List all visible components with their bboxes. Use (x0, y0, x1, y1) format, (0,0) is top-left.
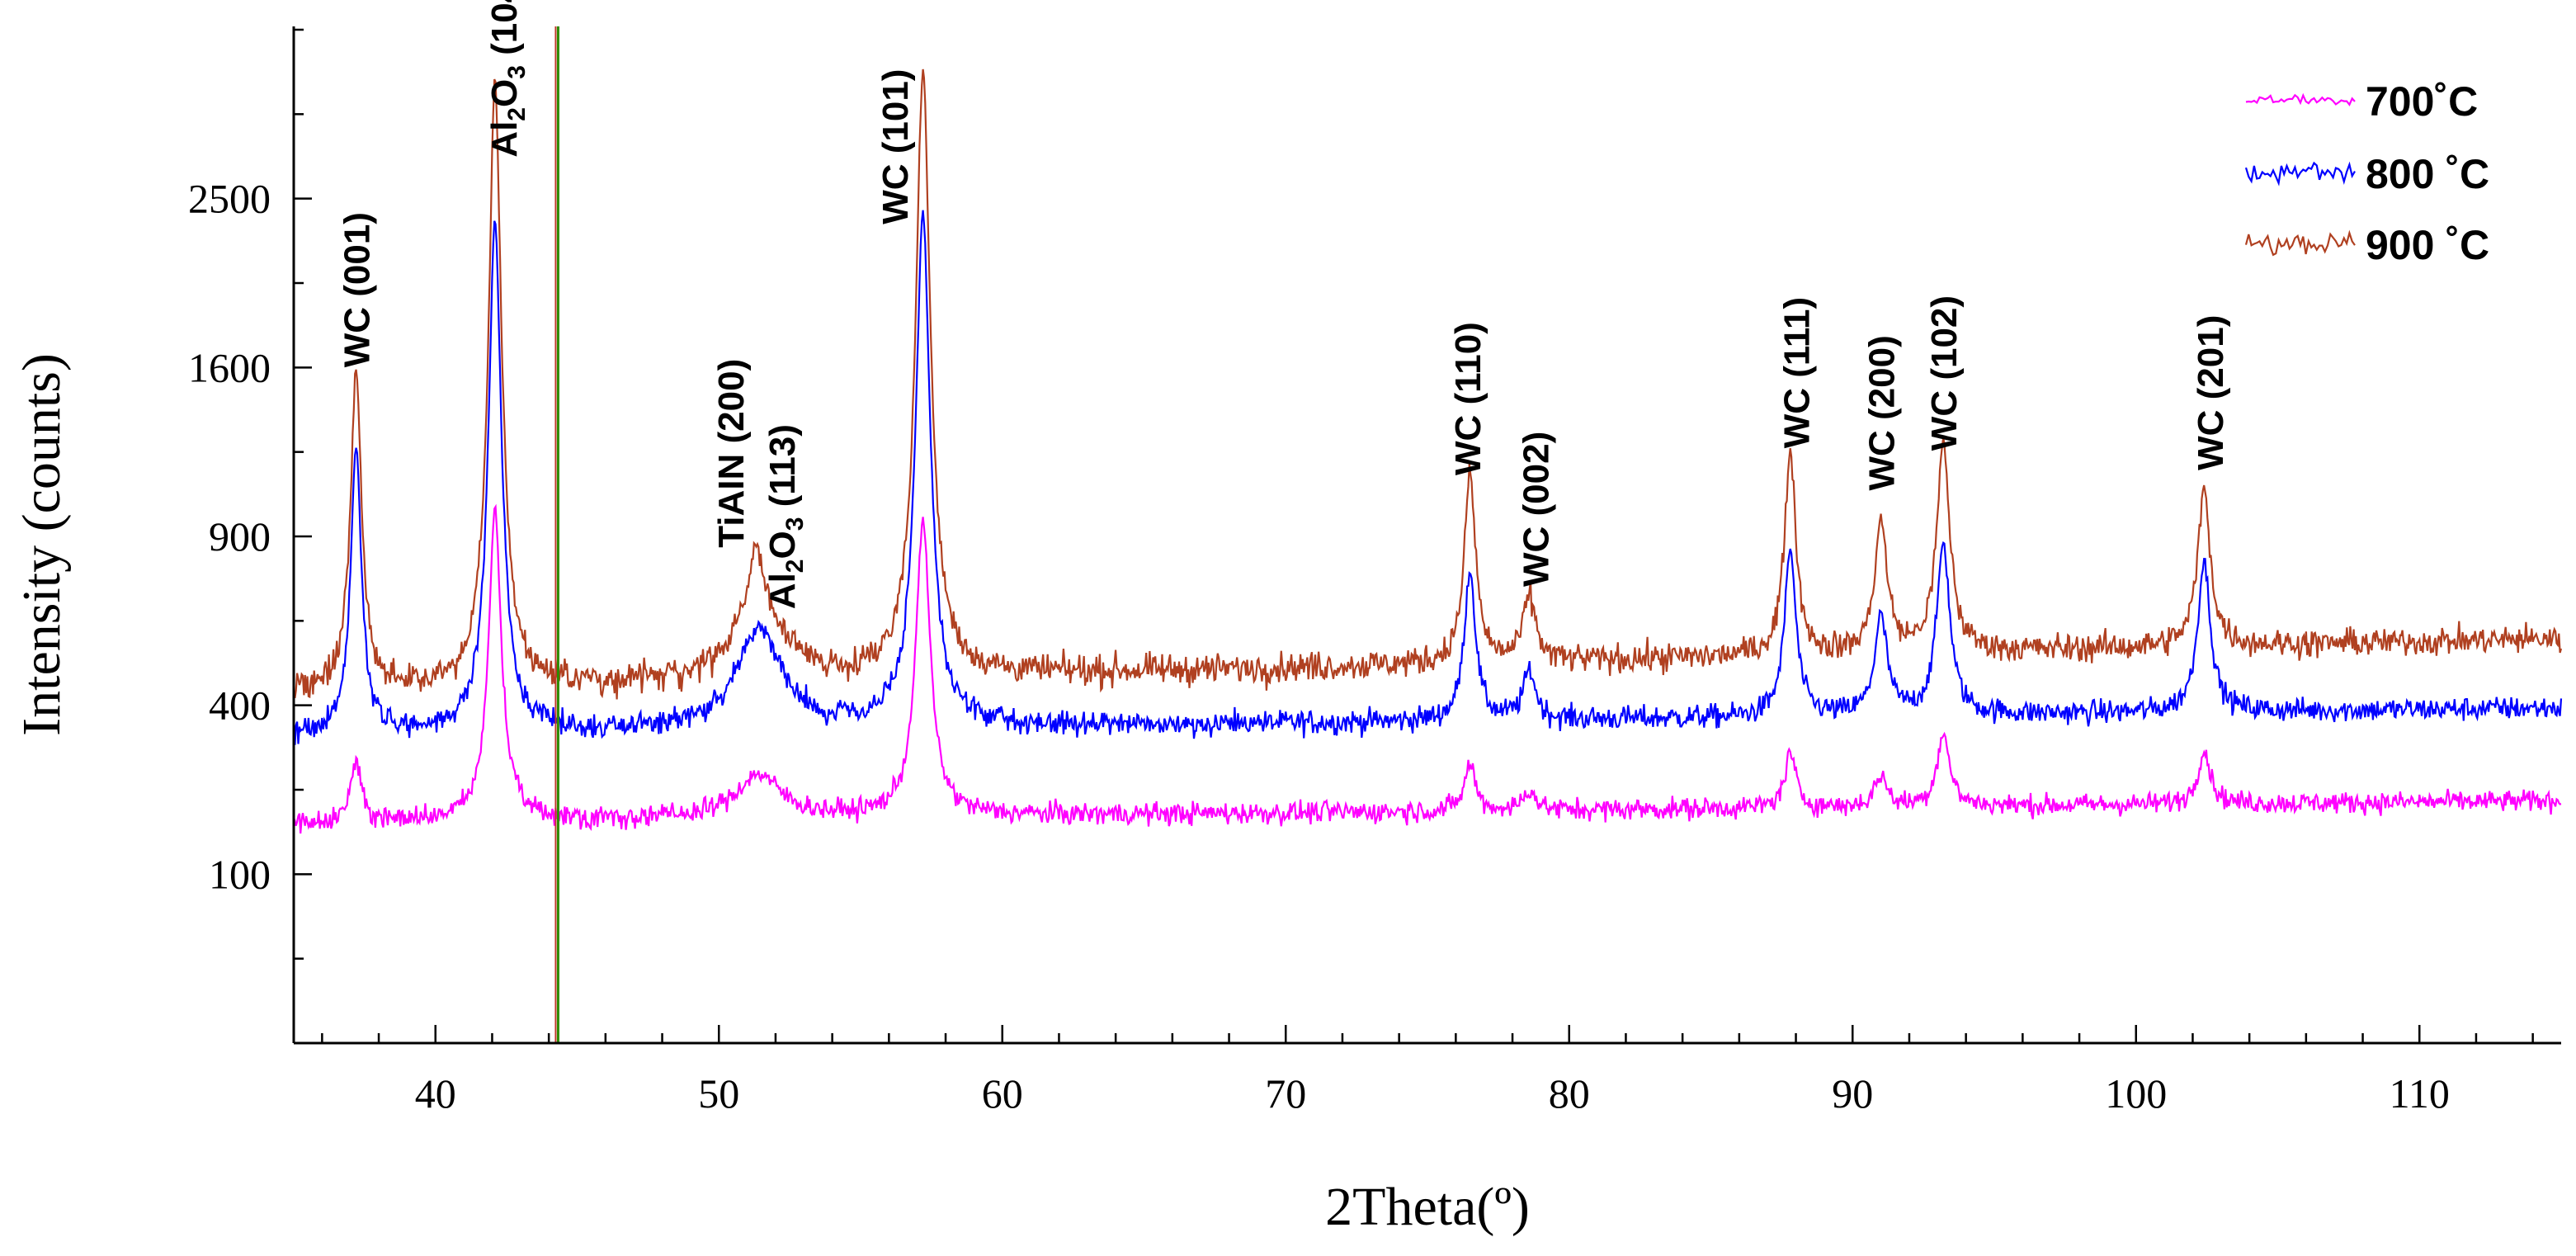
peak-label: WC (102) (1924, 295, 1965, 451)
reference-line-group (554, 26, 559, 1043)
peak-label: Al2O3 (104) (484, 0, 531, 158)
legend: 700˚C 800 ˚C 900 ˚C (2244, 78, 2489, 268)
y-tick-label: 2500 (188, 176, 271, 222)
x-tick-label: 110 (2390, 1070, 2450, 1117)
peak-label: WC (001) (337, 212, 378, 367)
legend-swatch-1 (2245, 92, 2356, 106)
legend-label-1: 700˚C (2366, 78, 2478, 125)
y-axis-title: Intensity (counts) (12, 353, 72, 736)
y-tick-label: 400 (209, 682, 271, 729)
legend-label-3: 900 ˚C (2366, 222, 2489, 268)
x-tick-label: 70 (1265, 1070, 1306, 1117)
peak-label: WC (200) (1862, 335, 1903, 490)
peak-label: WC (111) (1777, 297, 1818, 448)
axes: 40 50 60 70 80 90 100 110 100 400 900 1600 2500 (188, 26, 2561, 1117)
x-tick-label: 60 (982, 1070, 1023, 1117)
y-tick-label: 1600 (188, 344, 271, 390)
peak-annotations: WC (001) Al2O3 (104) TiAIN (200)Al2O3 (113… (337, 0, 2232, 609)
series-line-1 (292, 503, 2562, 834)
x-tick-label: 80 (1549, 1070, 1590, 1117)
peak-label: WC (201) (2191, 315, 2231, 470)
peak-label: Al2O3 (113) (762, 424, 809, 609)
y-tick-label: 900 (209, 513, 271, 560)
legend-label-2: 800 ˚C (2366, 151, 2489, 197)
x-axis-title: 2Theta(º) (1325, 1177, 1530, 1237)
peak-label: WC (101) (875, 69, 916, 224)
legend-swatch-2 (2244, 161, 2356, 187)
series-lines (292, 68, 2563, 834)
series-line-2 (292, 210, 2563, 745)
x-tick-label: 50 (698, 1070, 739, 1117)
peak-label: WC (110) (1448, 322, 1489, 475)
x-tick-label: 90 (1832, 1070, 1873, 1117)
y-tick-label: 100 (209, 851, 271, 897)
legend-swatch-3 (2244, 229, 2356, 257)
x-tick-label: 40 (415, 1070, 456, 1117)
peak-label: TiAIN (200) (711, 359, 752, 548)
x-tick-label: 100 (2105, 1070, 2167, 1117)
series-line-3 (292, 68, 2563, 700)
peak-label: WC (002) (1517, 432, 1557, 587)
